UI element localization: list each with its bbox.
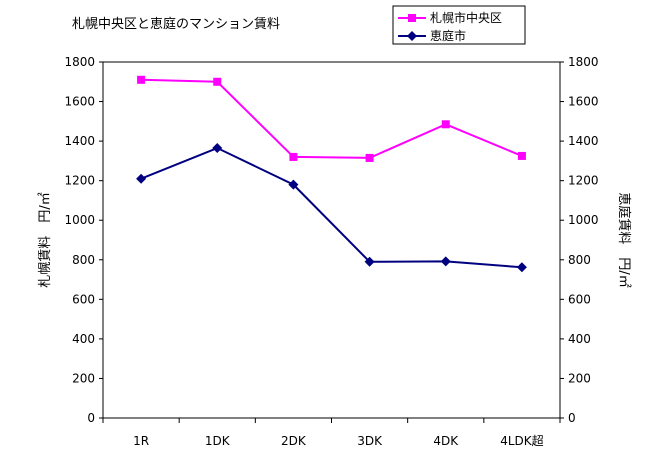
- right-tick-label: 400: [568, 332, 591, 346]
- series-lines: [140, 78, 523, 269]
- series-line-2: [140, 146, 522, 269]
- data-point-series-2: [440, 256, 451, 267]
- right-tick-label: 1200: [568, 174, 599, 188]
- data-point-series-1: [365, 153, 374, 162]
- left-tick-label: 0: [87, 411, 95, 425]
- data-point-series-2: [364, 256, 375, 267]
- right-tick-label: 800: [568, 253, 591, 267]
- data-point-series-1: [213, 77, 222, 86]
- x-tick-label: 4LDK超: [500, 433, 543, 448]
- series-line-1: [141, 78, 523, 159]
- data-point-series-2: [516, 262, 527, 273]
- legend-marker-2: [407, 31, 417, 41]
- series-markers: [136, 75, 527, 273]
- left-tick-label: 1400: [64, 134, 95, 148]
- right-tick-label: 200: [568, 371, 591, 385]
- data-point-series-1: [517, 151, 526, 160]
- x-tick-label: 2DK: [281, 434, 307, 448]
- data-point-series-1: [137, 75, 146, 84]
- right-tick-label: 1600: [568, 95, 599, 109]
- data-point-series-2: [288, 179, 299, 190]
- y-axis-right-label: 恵庭賃料 円/㎡: [616, 192, 632, 287]
- left-tick-label: 1000: [64, 213, 95, 227]
- data-point-series-1: [289, 152, 298, 161]
- chart-title: 札幌中央区と恵庭のマンション賃料: [72, 16, 280, 32]
- legend-marker-1: [408, 14, 416, 22]
- right-tick-label: 600: [568, 292, 591, 306]
- right-tick-label: 1400: [568, 134, 599, 148]
- left-tick-label: 200: [72, 371, 95, 385]
- data-point-series-2: [212, 143, 223, 154]
- legend-label-1: 札幌市中央区: [430, 10, 502, 25]
- right-y-axis: 0 200 400 600 800 1000 1200 1400 1600 1800: [560, 55, 599, 425]
- right-tick-label: 0: [568, 411, 576, 425]
- y-axis-left-label: 札幌賃料 円/㎡: [37, 192, 53, 287]
- left-tick-label: 1800: [64, 55, 95, 69]
- left-tick-label: 600: [72, 292, 95, 306]
- data-point-series-1: [441, 120, 450, 129]
- left-tick-label: 800: [72, 253, 95, 267]
- left-y-axis: 0 200 400 600 800 1000 1200 1400 1600 1800: [64, 55, 103, 425]
- data-point-series-2: [136, 173, 147, 184]
- x-axis: 1R 1DK 2DK 3DK 4DK 4LDK超: [102, 418, 561, 448]
- left-tick-label: 1600: [64, 95, 95, 109]
- legend-label-2: 恵庭市: [430, 28, 466, 43]
- plot-frame: [102, 61, 561, 419]
- right-tick-label: 1800: [568, 55, 599, 69]
- left-tick-label: 1200: [64, 174, 95, 188]
- x-tick-label: 1R: [133, 434, 149, 448]
- right-tick-label: 1000: [568, 213, 599, 227]
- left-tick-label: 400: [72, 332, 95, 346]
- x-tick-label: 3DK: [357, 434, 383, 448]
- x-tick-label: 1DK: [205, 434, 231, 448]
- x-tick-label: 4DK: [433, 434, 459, 448]
- plot-area: 0 200 400 600 800 1000 1200 1400 1600 1800 0 200 40…: [64, 55, 598, 448]
